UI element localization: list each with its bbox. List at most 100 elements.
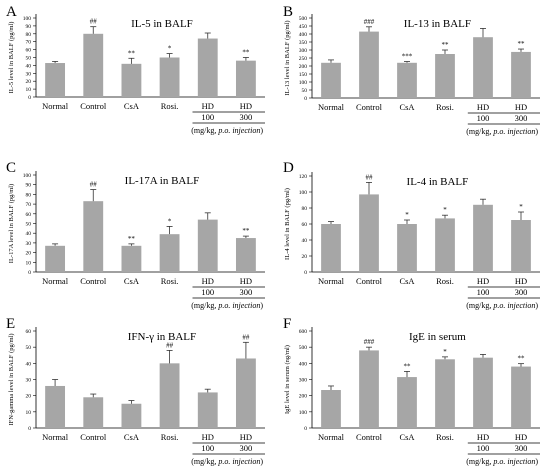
significance-mark: ** (404, 362, 412, 370)
dose-label: 300 (515, 287, 528, 297)
category-label: HD (202, 101, 214, 111)
dose-label: 300 (240, 443, 253, 453)
significance-mark: ## (366, 173, 374, 181)
category-label: Normal (318, 102, 345, 112)
y-tick-label: 100 (23, 16, 32, 22)
category-label: Rosi. (436, 432, 454, 442)
bar (159, 234, 180, 272)
dose-label: 300 (515, 443, 528, 453)
category-label: Control (356, 276, 383, 286)
significance-mark: * (168, 45, 172, 53)
y-tick-label: 0 (304, 426, 307, 432)
y-tick-label: 50 (302, 88, 308, 94)
bar (435, 359, 455, 428)
bar (321, 390, 341, 428)
significance-mark: * (443, 206, 447, 214)
significance-mark: ### (364, 338, 375, 346)
y-tick-label: 0 (28, 426, 31, 432)
panel-letter: F (283, 316, 291, 332)
significance-mark: ** (128, 49, 136, 57)
category-label: CsA (399, 102, 415, 112)
panel-letter: C (6, 160, 16, 176)
dose-label: 100 (477, 287, 490, 297)
chart-title: IgE in serum (409, 331, 466, 343)
panel-letter: A (6, 4, 17, 20)
y-axis-label: IL-13 level in BALF (pg/ml) (284, 20, 291, 95)
significance-mark: ## (90, 18, 98, 26)
y-tick-label: 250 (299, 56, 308, 62)
y-axis-label: IL-4 level in BALF (pg/ml) (284, 188, 291, 260)
bar (359, 350, 379, 428)
y-tick-label: 60 (26, 48, 32, 54)
category-label: Normal (42, 276, 69, 286)
category-label: Normal (318, 432, 345, 442)
category-label: HD (515, 102, 527, 112)
y-tick-label: 30 (26, 378, 32, 384)
panel-letter: E (6, 316, 15, 332)
y-tick-label: 20 (26, 251, 32, 257)
significance-mark: ## (242, 333, 250, 341)
category-label: HD (240, 276, 252, 286)
y-tick-label: 80 (26, 32, 32, 38)
significance-mark: *** (402, 53, 413, 61)
y-tick-label: 200 (299, 64, 308, 70)
bar (235, 60, 256, 97)
panel-letter: D (283, 160, 294, 176)
bar (235, 238, 256, 272)
y-tick-label: 450 (299, 24, 308, 30)
y-tick-label: 80 (302, 206, 308, 212)
y-tick-label: 50 (26, 345, 32, 351)
y-tick-label: 0 (28, 270, 31, 276)
category-label: Rosi. (436, 276, 454, 286)
bar (435, 218, 455, 272)
panel-e: E IFN-γ in BALF 0 10 20 30 40 50 60 IFN-gamma lev… (6, 316, 265, 466)
significance-mark: * (405, 211, 409, 219)
bar (397, 224, 417, 272)
y-tick-label: 30 (26, 71, 32, 77)
y-axis-label: IL-17A level in BALF (pg/ml) (8, 184, 15, 263)
panel-d: D IL-4 in BALF 0 20 40 60 80 100 120 IL-4 level i… (283, 160, 540, 310)
chart-title: IL-5 in BALF (131, 18, 193, 30)
y-tick-label: 100 (299, 190, 308, 196)
y-tick-label: 60 (26, 329, 32, 335)
bar (321, 62, 341, 98)
bar (45, 385, 66, 428)
dose-label: 100 (477, 443, 490, 453)
chart-title: IL-13 in BALF (404, 18, 471, 30)
category-label: HD (240, 432, 252, 442)
y-axis-label: IFN-gamma level in BALF (pg/ml) (8, 333, 15, 425)
y-tick-label: 70 (26, 202, 32, 208)
y-tick-label: 40 (26, 63, 32, 69)
significance-mark: * (519, 203, 523, 211)
bar (121, 63, 142, 97)
y-tick-label: 400 (299, 32, 308, 38)
bar (83, 397, 104, 428)
dose-note: (mg/kg, p.o. injection) (466, 127, 538, 136)
y-tick-label: 50 (26, 56, 32, 62)
dose-label: 300 (515, 113, 528, 123)
y-tick-label: 40 (26, 231, 32, 237)
bar (121, 403, 142, 428)
y-tick-label: 200 (299, 394, 308, 400)
bar (235, 358, 256, 428)
dose-note: (mg/kg, p.o. injection) (191, 301, 263, 310)
category-label: CsA (399, 276, 415, 286)
dose-label: 300 (240, 112, 253, 122)
category-label: HD (515, 432, 527, 442)
y-tick-label: 300 (299, 378, 308, 384)
y-tick-label: 600 (299, 329, 308, 335)
significance-mark: ## (166, 341, 174, 349)
panel-letter: B (283, 4, 293, 20)
bar (197, 392, 218, 428)
chart-title: IFN-γ in BALF (128, 331, 196, 343)
category-label: Control (80, 101, 107, 111)
y-tick-label: 60 (302, 222, 308, 228)
bar (435, 54, 455, 98)
y-tick-label: 40 (26, 361, 32, 367)
y-tick-label: 90 (26, 183, 32, 189)
y-tick-label: 10 (26, 87, 32, 93)
category-label: Rosi. (161, 276, 179, 286)
y-tick-label: 70 (26, 40, 32, 46)
y-tick-label: 300 (299, 48, 308, 54)
